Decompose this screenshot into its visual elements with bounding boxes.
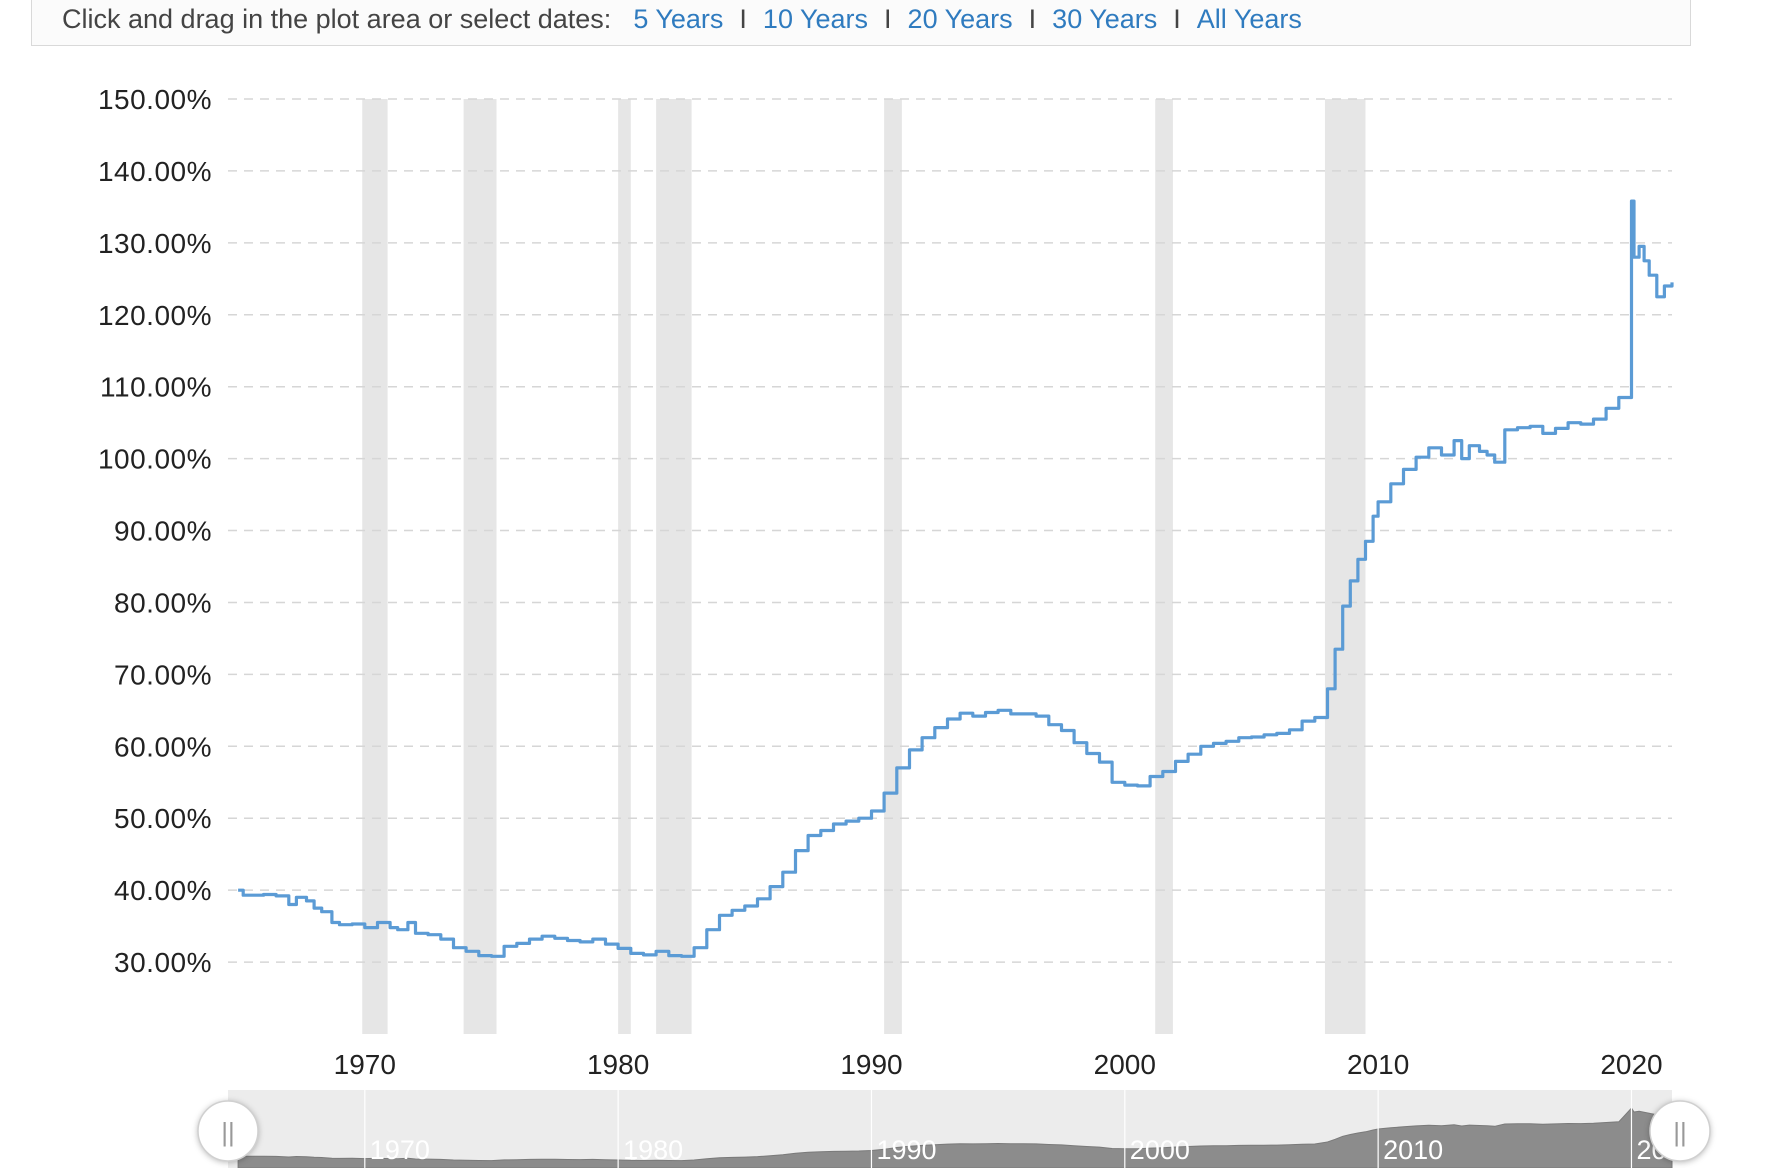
y-tick-label: 100.00% [98, 444, 212, 475]
x-tick-label: 1970 [334, 1049, 396, 1080]
y-tick-label: 120.00% [98, 300, 212, 331]
series [238, 199, 1674, 958]
y-tick-label: 50.00% [114, 803, 212, 834]
y-axis-labels: 150.00% 140.00% 130.00% 120.00% 110.00% 100.0… [98, 84, 212, 978]
range-20-years-link[interactable]: 20 Years [907, 4, 1013, 34]
y-tick-label: 40.00% [114, 875, 212, 906]
recession-band [656, 99, 692, 1034]
y-tick-label: 60.00% [114, 731, 212, 762]
navigator-label: 2000 [1130, 1135, 1190, 1165]
x-tick-label: 1980 [587, 1049, 649, 1080]
y-tick-label: 30.00% [114, 947, 212, 978]
navigator-handle-grip: || [1673, 1117, 1687, 1147]
x-tick-label: 1990 [840, 1049, 902, 1080]
navigator-handle-grip: || [221, 1117, 235, 1147]
recession-bands [362, 99, 1366, 1034]
y-tick-label: 150.00% [98, 84, 212, 115]
x-tick-label: 2010 [1347, 1049, 1409, 1080]
recession-band [362, 99, 388, 1034]
range-prompt: Click and drag in the plot area or selec… [62, 4, 612, 34]
y-tick-label: 110.00% [100, 372, 212, 403]
y-tick-label: 90.00% [114, 516, 212, 547]
gridlines [228, 98, 1672, 963]
debt-ratio-line [238, 199, 1674, 958]
range-separator: I [884, 4, 892, 34]
recession-band [463, 99, 497, 1034]
x-axis-labels: 1970 1980 1990 2000 2010 2020 [334, 1049, 1663, 1080]
y-tick-label: 140.00% [98, 156, 212, 187]
navigator-label: 1990 [876, 1135, 936, 1165]
navigator-left-handle[interactable] [197, 1100, 259, 1162]
x-tick-label: 2000 [1094, 1049, 1156, 1080]
navigator-label: 1970 [370, 1135, 430, 1165]
range-10-years-link[interactable]: 10 Years [762, 4, 869, 34]
range-separator: I [739, 4, 747, 34]
recession-band [618, 99, 631, 1034]
recession-band [884, 99, 902, 1034]
navigator[interactable]: 1970 1980 1990 2000 2010 20|| || [197, 1090, 1711, 1168]
recession-band [1155, 99, 1173, 1034]
date-range-selector: Click and drag in the plot area or selec… [31, 0, 1691, 46]
x-tick-label: 2020 [1600, 1049, 1662, 1080]
range-5-years-link[interactable]: 5 Years [633, 4, 724, 34]
navigator-right-handle[interactable] [1649, 1100, 1711, 1162]
y-tick-label: 70.00% [114, 659, 212, 690]
y-tick-label: 80.00% [114, 587, 212, 618]
range-all-years-link[interactable]: All Years [1196, 4, 1302, 34]
range-30-years-link[interactable]: 30 Years [1052, 4, 1158, 34]
y-tick-label: 130.00% [98, 228, 212, 259]
navigator-label: 2010 [1383, 1135, 1443, 1165]
navigator-area [237, 1107, 1673, 1168]
range-separator: I [1173, 4, 1181, 34]
range-separator: I [1028, 4, 1037, 34]
navigator-label: 1980 [623, 1135, 683, 1165]
